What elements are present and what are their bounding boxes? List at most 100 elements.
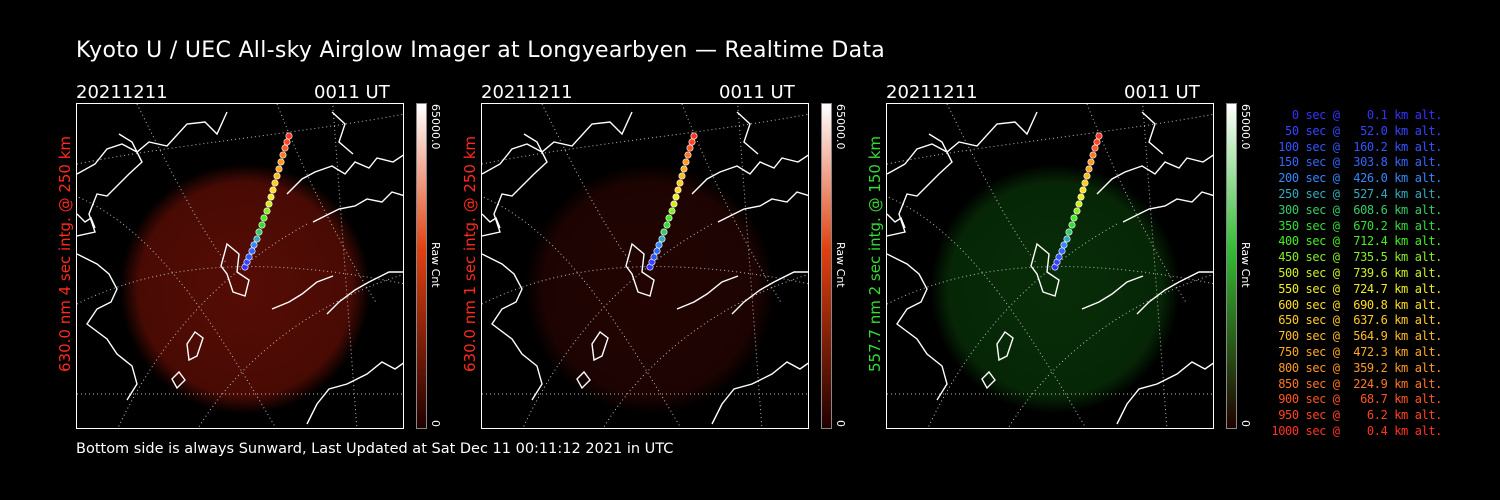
airglow-region — [120, 164, 370, 414]
coastline — [331, 111, 354, 155]
legend-row: 350 sec @ 670.2 km alt. — [1271, 218, 1442, 233]
trajectory-point — [273, 172, 281, 180]
trajectory-point — [1095, 132, 1103, 140]
trajectory-point — [1085, 165, 1093, 173]
legend-row: 500 sec @ 739.6 km alt. — [1271, 265, 1442, 280]
trajectory-point — [271, 179, 279, 187]
legend-row: 300 sec @ 608.6 km alt. — [1271, 202, 1442, 217]
grid-line — [927, 223, 1118, 428]
coastline — [1096, 154, 1213, 195]
trajectory-point — [283, 138, 291, 146]
coastline — [482, 213, 501, 229]
legend-row: 750 sec @ 472.3 km alt. — [1271, 344, 1442, 359]
coastline — [691, 154, 808, 195]
legend-row: 400 sec @ 712.4 km alt. — [1271, 234, 1442, 249]
coastline — [482, 133, 548, 237]
trajectory-point — [1083, 172, 1091, 180]
panel-3-map — [887, 104, 1213, 428]
grid-line — [681, 104, 783, 305]
coastline — [1081, 275, 1144, 310]
coastline — [1030, 242, 1060, 297]
trajectory-point — [1068, 221, 1076, 229]
panel-3-cbar-max: 65000.0 — [1239, 104, 1252, 150]
legend-row: 450 sec @ 735.5 km alt. — [1271, 250, 1442, 265]
trajectory-point — [275, 165, 283, 173]
trajectory-point — [269, 186, 277, 194]
panel-1-cbar-label: Raw Cnt — [429, 242, 442, 288]
coastline — [576, 370, 591, 390]
coastline — [482, 111, 633, 175]
coastline — [220, 242, 250, 297]
trajectory-point — [674, 186, 682, 194]
trajectory-point — [1079, 186, 1087, 194]
legend-row: 900 sec @ 68.7 km alt. — [1271, 392, 1442, 407]
legend-row: 1000 sec @ 0.4 km alt. — [1271, 423, 1442, 438]
trajectory-point — [1081, 179, 1089, 187]
coastline — [186, 330, 204, 362]
trajectory-point — [255, 228, 263, 236]
grid-line — [887, 266, 1213, 305]
panel-2-cbar-max: 65000.0 — [834, 104, 847, 150]
trajectory-point — [1063, 235, 1071, 243]
footer-status: Bottom side is always Sunward, Last Upda… — [76, 441, 674, 457]
coastline — [996, 330, 1014, 362]
grid-line — [482, 266, 808, 305]
legend-row: 800 sec @ 359.2 km alt. — [1271, 360, 1442, 375]
trajectory-point — [1091, 144, 1099, 152]
trajectory-point — [690, 132, 698, 140]
coastline — [887, 111, 1038, 175]
trajectory-point — [277, 158, 285, 166]
trajectory-point — [1093, 138, 1101, 146]
page-title: Kyoto U / UEC All-sky Airglow Imager at … — [76, 38, 886, 63]
coastline — [77, 253, 138, 401]
panel-3-image — [886, 103, 1214, 429]
coastline — [77, 213, 96, 229]
panel-2-map — [482, 104, 808, 428]
grid-line — [1142, 104, 1168, 428]
coastline — [981, 370, 996, 390]
legend-row: 850 sec @ 224.9 km alt. — [1271, 376, 1442, 391]
legend-row: 200 sec @ 426.0 km alt. — [1271, 171, 1442, 186]
grid-line — [737, 104, 763, 428]
panel-3-colorbar — [1226, 103, 1237, 429]
panel-1-image — [76, 103, 404, 429]
trajectory-point — [248, 247, 256, 255]
coastline — [77, 133, 143, 237]
grid-line — [522, 223, 713, 428]
trajectory-point — [1058, 247, 1066, 255]
legend-row: 700 sec @ 564.9 km alt. — [1271, 329, 1442, 344]
trajectory-point — [686, 144, 694, 152]
trajectory-point — [658, 235, 666, 243]
coastline — [887, 253, 948, 401]
grid-line — [117, 223, 308, 428]
trajectory-point — [676, 179, 684, 187]
panel-2-time: 0011 UT — [719, 82, 795, 103]
panel-1-cbar-min: 0 — [429, 420, 442, 427]
panel-1-map — [77, 104, 403, 428]
trajectory-point — [285, 132, 293, 140]
airglow-region — [525, 164, 775, 414]
panel-2-image — [481, 103, 809, 429]
trajectory-point — [1070, 214, 1078, 222]
panel-3-cbar-label: Raw Cnt — [1239, 242, 1252, 288]
legend-row: 650 sec @ 637.6 km alt. — [1271, 313, 1442, 328]
trajectory-point — [688, 138, 696, 146]
trajectory-point — [1087, 158, 1095, 166]
trajectory-point — [682, 158, 690, 166]
legend-row: 0 sec @ 0.1 km alt. — [1271, 108, 1443, 122]
trajectory-point — [653, 247, 661, 255]
coastline — [731, 271, 808, 315]
trajectory-point — [1073, 207, 1081, 215]
trajectory-point — [253, 235, 261, 243]
trajectory-point — [258, 221, 266, 229]
coastline — [717, 191, 808, 223]
trajectory-point — [1055, 253, 1063, 261]
trajectory-point — [1077, 193, 1085, 201]
panel-1-ylabel: 630.0 nm 4 sec intg. @ 250 km — [56, 135, 74, 372]
trajectory-legend: 0 sec @ 0.1 km alt. 50 sec @ 52.0 km alt… — [1262, 108, 1442, 440]
coastline — [286, 154, 403, 195]
legend-row: 50 sec @ 52.0 km alt. — [1271, 123, 1442, 138]
trajectory-point — [670, 200, 678, 208]
coastline — [1122, 191, 1213, 223]
trajectory-point — [665, 214, 673, 222]
